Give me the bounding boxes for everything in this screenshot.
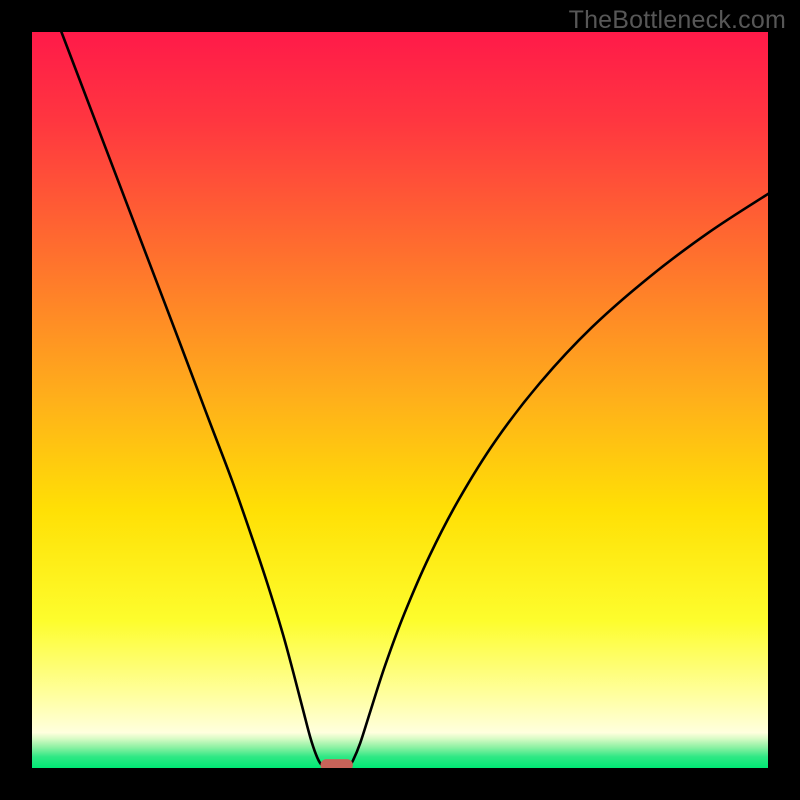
gradient-background	[32, 32, 768, 768]
chart-svg	[32, 32, 768, 768]
plot-area	[32, 32, 768, 768]
watermark-text: TheBottleneck.com	[569, 6, 786, 35]
bottleneck-marker	[321, 759, 353, 768]
figure-outer: TheBottleneck.com	[0, 0, 800, 800]
